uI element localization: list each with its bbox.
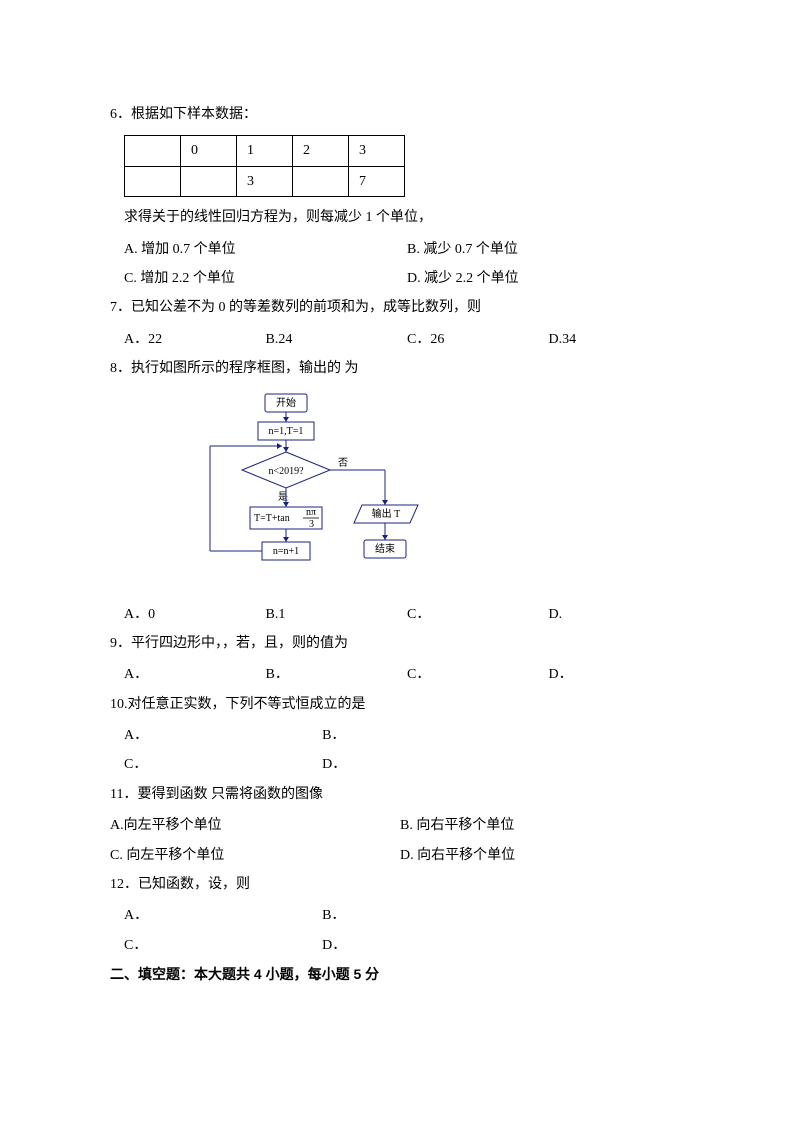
- q7-options: A．22 B.24 C．26 D.34: [110, 325, 690, 354]
- q10-stem: 10.对任意正实数，下列不等式恒成立的是: [110, 690, 690, 719]
- fc-init: n=1,T=1: [269, 426, 304, 437]
- q8-opt-b: B.1: [266, 600, 408, 629]
- fc-inc: n=n+1: [273, 546, 299, 557]
- q11-stem: 11．要得到函数 只需将函数的图像: [110, 780, 690, 809]
- q7-opt-b: B.24: [266, 325, 408, 354]
- q6-table: 0 1 2 3 3 7: [124, 135, 405, 197]
- q6-options: A. 增加 0.7 个单位 B. 减少 0.7 个单位 C. 增加 2.2 个单…: [110, 235, 690, 294]
- q10-options: A． B． C． D．: [110, 721, 690, 780]
- cell: 1: [237, 136, 293, 166]
- q7-opt-d: D.34: [549, 325, 691, 354]
- q6-opt-c: C. 增加 2.2 个单位: [124, 264, 407, 293]
- fc-start: 开始: [276, 396, 296, 409]
- q10-opt-b: B．: [322, 721, 690, 750]
- q9-options: A． B． C． D．: [110, 660, 690, 689]
- q11-opt-c: C. 向左平移个单位: [110, 841, 400, 870]
- q12-opt-b: B．: [322, 901, 690, 930]
- q7-opt-a: A．22: [124, 325, 266, 354]
- table-row: 0 1 2 3: [125, 136, 405, 166]
- fc-end: 结束: [375, 542, 395, 555]
- q6-post: 求得关于的线性回归方程为，则每减少 1 个单位，: [110, 203, 690, 232]
- cell: 3: [237, 166, 293, 196]
- q6-opt-d: D. 减少 2.2 个单位: [407, 264, 690, 293]
- q11-opt-d: D. 向右平移个单位: [400, 841, 690, 870]
- q7-stem: 7．已知公差不为 0 的等差数列的前项和为，成等比数列，则: [110, 293, 690, 322]
- section-2-title: 二、填空题：本大题共 4 小题，每小题 5 分: [110, 960, 690, 989]
- q6-stem: 6．根据如下样本数据：: [110, 100, 690, 129]
- q9-opt-c: C．: [407, 660, 549, 689]
- q11-opt-b: B. 向右平移个单位: [400, 811, 690, 840]
- cell: [125, 166, 181, 196]
- q8-opt-d: D.: [549, 600, 691, 629]
- q8-stem: 8．执行如图所示的程序框图，输出的 为: [110, 354, 690, 383]
- q8-options: A．0 B.1 C． D.: [110, 600, 690, 629]
- q12-opt-d: D．: [322, 931, 690, 960]
- cell: [293, 166, 349, 196]
- q8-opt-c: C．: [407, 600, 549, 629]
- q9-opt-b: B．: [266, 660, 408, 689]
- fc-assign: T=T+tan: [254, 513, 290, 524]
- fc-no: 否: [338, 457, 348, 469]
- fc-output: 输出 T: [372, 507, 401, 520]
- q10-opt-d: D．: [322, 750, 690, 779]
- q12-options: A． B． C． D．: [110, 901, 690, 960]
- q11-opt-a: A.向左平移个单位: [110, 811, 400, 840]
- q9-opt-d: D．: [549, 660, 691, 689]
- q6-opt-b: B. 减少 0.7 个单位: [407, 235, 690, 264]
- q12-stem: 12．已知函数，设，则: [110, 870, 690, 899]
- q9-stem: 9．平行四边形中，，若，且，则的值为: [110, 629, 690, 658]
- cell: 3: [349, 136, 405, 166]
- fc-frac-num: nπ: [306, 507, 316, 518]
- cell: 0: [181, 136, 237, 166]
- q6-opt-a: A. 增加 0.7 个单位: [124, 235, 407, 264]
- cell: [125, 136, 181, 166]
- cell: [181, 166, 237, 196]
- cell: 7: [349, 166, 405, 196]
- fc-cond: n<2019?: [268, 466, 304, 477]
- q10-opt-c: C．: [124, 750, 322, 779]
- q8-opt-a: A．0: [124, 600, 266, 629]
- cell: 2: [293, 136, 349, 166]
- q12-opt-c: C．: [124, 931, 322, 960]
- q11-options: A.向左平移个单位 B. 向右平移个单位 C. 向左平移个单位 D. 向右平移个…: [110, 811, 690, 870]
- table-row: 3 7: [125, 166, 405, 196]
- fc-frac-den: 3: [309, 519, 314, 530]
- q8-flowchart: 开始 n=1,T=1 n<2019? 是 否 T=T+tan nπ 3 n=n+…: [170, 392, 430, 592]
- q7-opt-c: C．26: [407, 325, 549, 354]
- q9-opt-a: A．: [124, 660, 266, 689]
- q12-opt-a: A．: [124, 901, 322, 930]
- q10-opt-a: A．: [124, 721, 322, 750]
